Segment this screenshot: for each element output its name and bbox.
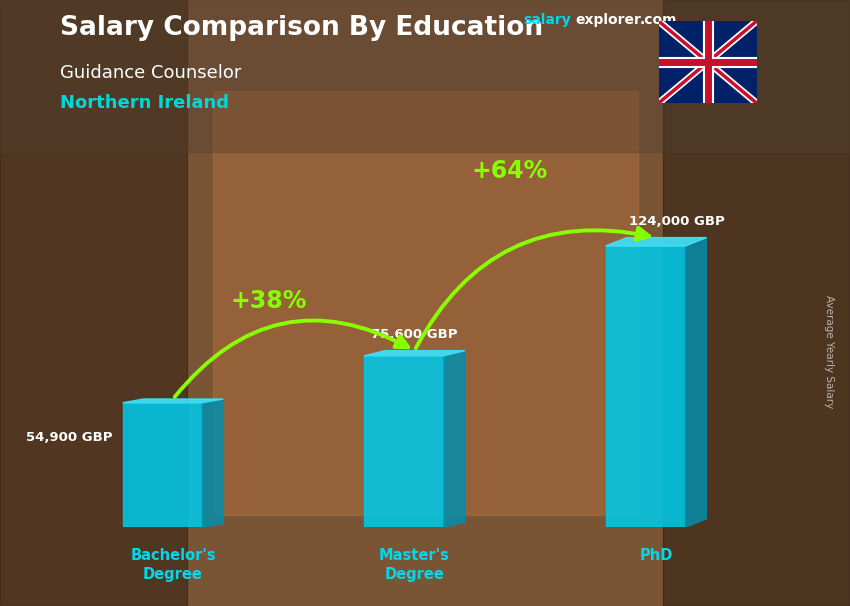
- Text: PhD: PhD: [639, 548, 672, 564]
- Bar: [122, 403, 202, 527]
- Polygon shape: [364, 351, 465, 356]
- Text: +38%: +38%: [230, 290, 307, 313]
- Polygon shape: [202, 399, 224, 527]
- Text: 54,900 GBP: 54,900 GBP: [26, 431, 112, 444]
- Text: 75,600 GBP: 75,600 GBP: [371, 328, 458, 341]
- Bar: [605, 246, 685, 527]
- Polygon shape: [605, 238, 706, 246]
- Text: Average Yearly Salary: Average Yearly Salary: [824, 295, 834, 408]
- Text: Bachelor's
Degree: Bachelor's Degree: [130, 548, 216, 582]
- Text: Salary Comparison By Education: Salary Comparison By Education: [60, 15, 542, 41]
- Bar: [0, 0, 187, 606]
- Text: Northern Ireland: Northern Ireland: [60, 94, 229, 112]
- Bar: [212, 91, 638, 515]
- Text: .com: .com: [639, 13, 677, 27]
- Text: explorer: explorer: [575, 13, 641, 27]
- Bar: [663, 0, 850, 606]
- Text: Guidance Counselor: Guidance Counselor: [60, 64, 241, 82]
- Bar: [0, 0, 850, 152]
- Text: salary: salary: [523, 13, 570, 27]
- Text: Master's
Degree: Master's Degree: [379, 548, 450, 582]
- Polygon shape: [685, 238, 706, 527]
- Text: 124,000 GBP: 124,000 GBP: [629, 215, 725, 228]
- Polygon shape: [444, 351, 465, 527]
- Polygon shape: [122, 399, 224, 403]
- Text: +64%: +64%: [472, 159, 548, 182]
- Bar: [364, 356, 444, 527]
